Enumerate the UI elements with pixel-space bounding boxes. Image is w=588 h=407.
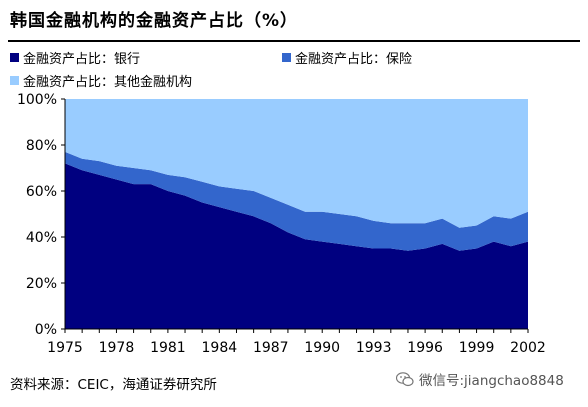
y-tick-label: 80%: [26, 138, 57, 154]
x-tick-label: 1987: [253, 340, 289, 356]
legend-swatch-insurance: [282, 53, 291, 62]
y-tick-label: 0%: [35, 322, 57, 338]
watermark-text: 微信号:jiangchao8848: [419, 373, 564, 389]
y-tick-label: 100%: [17, 92, 57, 108]
x-tick-label: 1981: [150, 340, 186, 356]
y-tick-label: 40%: [26, 230, 57, 246]
x-tick-label: 1978: [99, 340, 135, 356]
legend-item-other: 金融资产占比：其他金融机构: [10, 71, 192, 90]
area-series-2: [65, 151, 528, 251]
legend-label-bank: 金融资产占比：银行: [23, 52, 141, 67]
x-tick-label: 1990: [304, 340, 340, 356]
legend-label-insurance: 金融资产占比：保险: [295, 52, 413, 67]
legend-item-insurance: 金融资产占比：保险: [282, 48, 412, 67]
area-series-1: [65, 163, 528, 329]
source-note: 资料来源：CEIC，海通证券研究所: [10, 377, 217, 393]
x-tick-label: 1999: [459, 340, 495, 356]
title-divider: [8, 40, 580, 42]
x-tick-label: 1975: [47, 340, 83, 356]
x-tick-label: 1984: [202, 340, 238, 356]
chart-title: 韩国金融机构的金融资产占比（%）: [10, 11, 299, 31]
y-tick-label: 60%: [26, 184, 57, 200]
x-tick-label: 1993: [356, 340, 392, 356]
x-tick-label: 1996: [407, 340, 443, 356]
legend-item-bank: 金融资产占比：银行: [10, 48, 140, 67]
y-tick-label: 20%: [26, 276, 57, 292]
legend-label-other: 金融资产占比：其他金融机构: [23, 75, 193, 90]
area-series-3: [65, 99, 528, 228]
watermark: 微信号:jiangchao8848: [396, 369, 564, 389]
legend-swatch-bank: [10, 53, 19, 62]
x-tick-label: 2002: [510, 340, 546, 356]
legend-swatch-other: [10, 76, 19, 85]
wechat-icon: [396, 371, 414, 386]
